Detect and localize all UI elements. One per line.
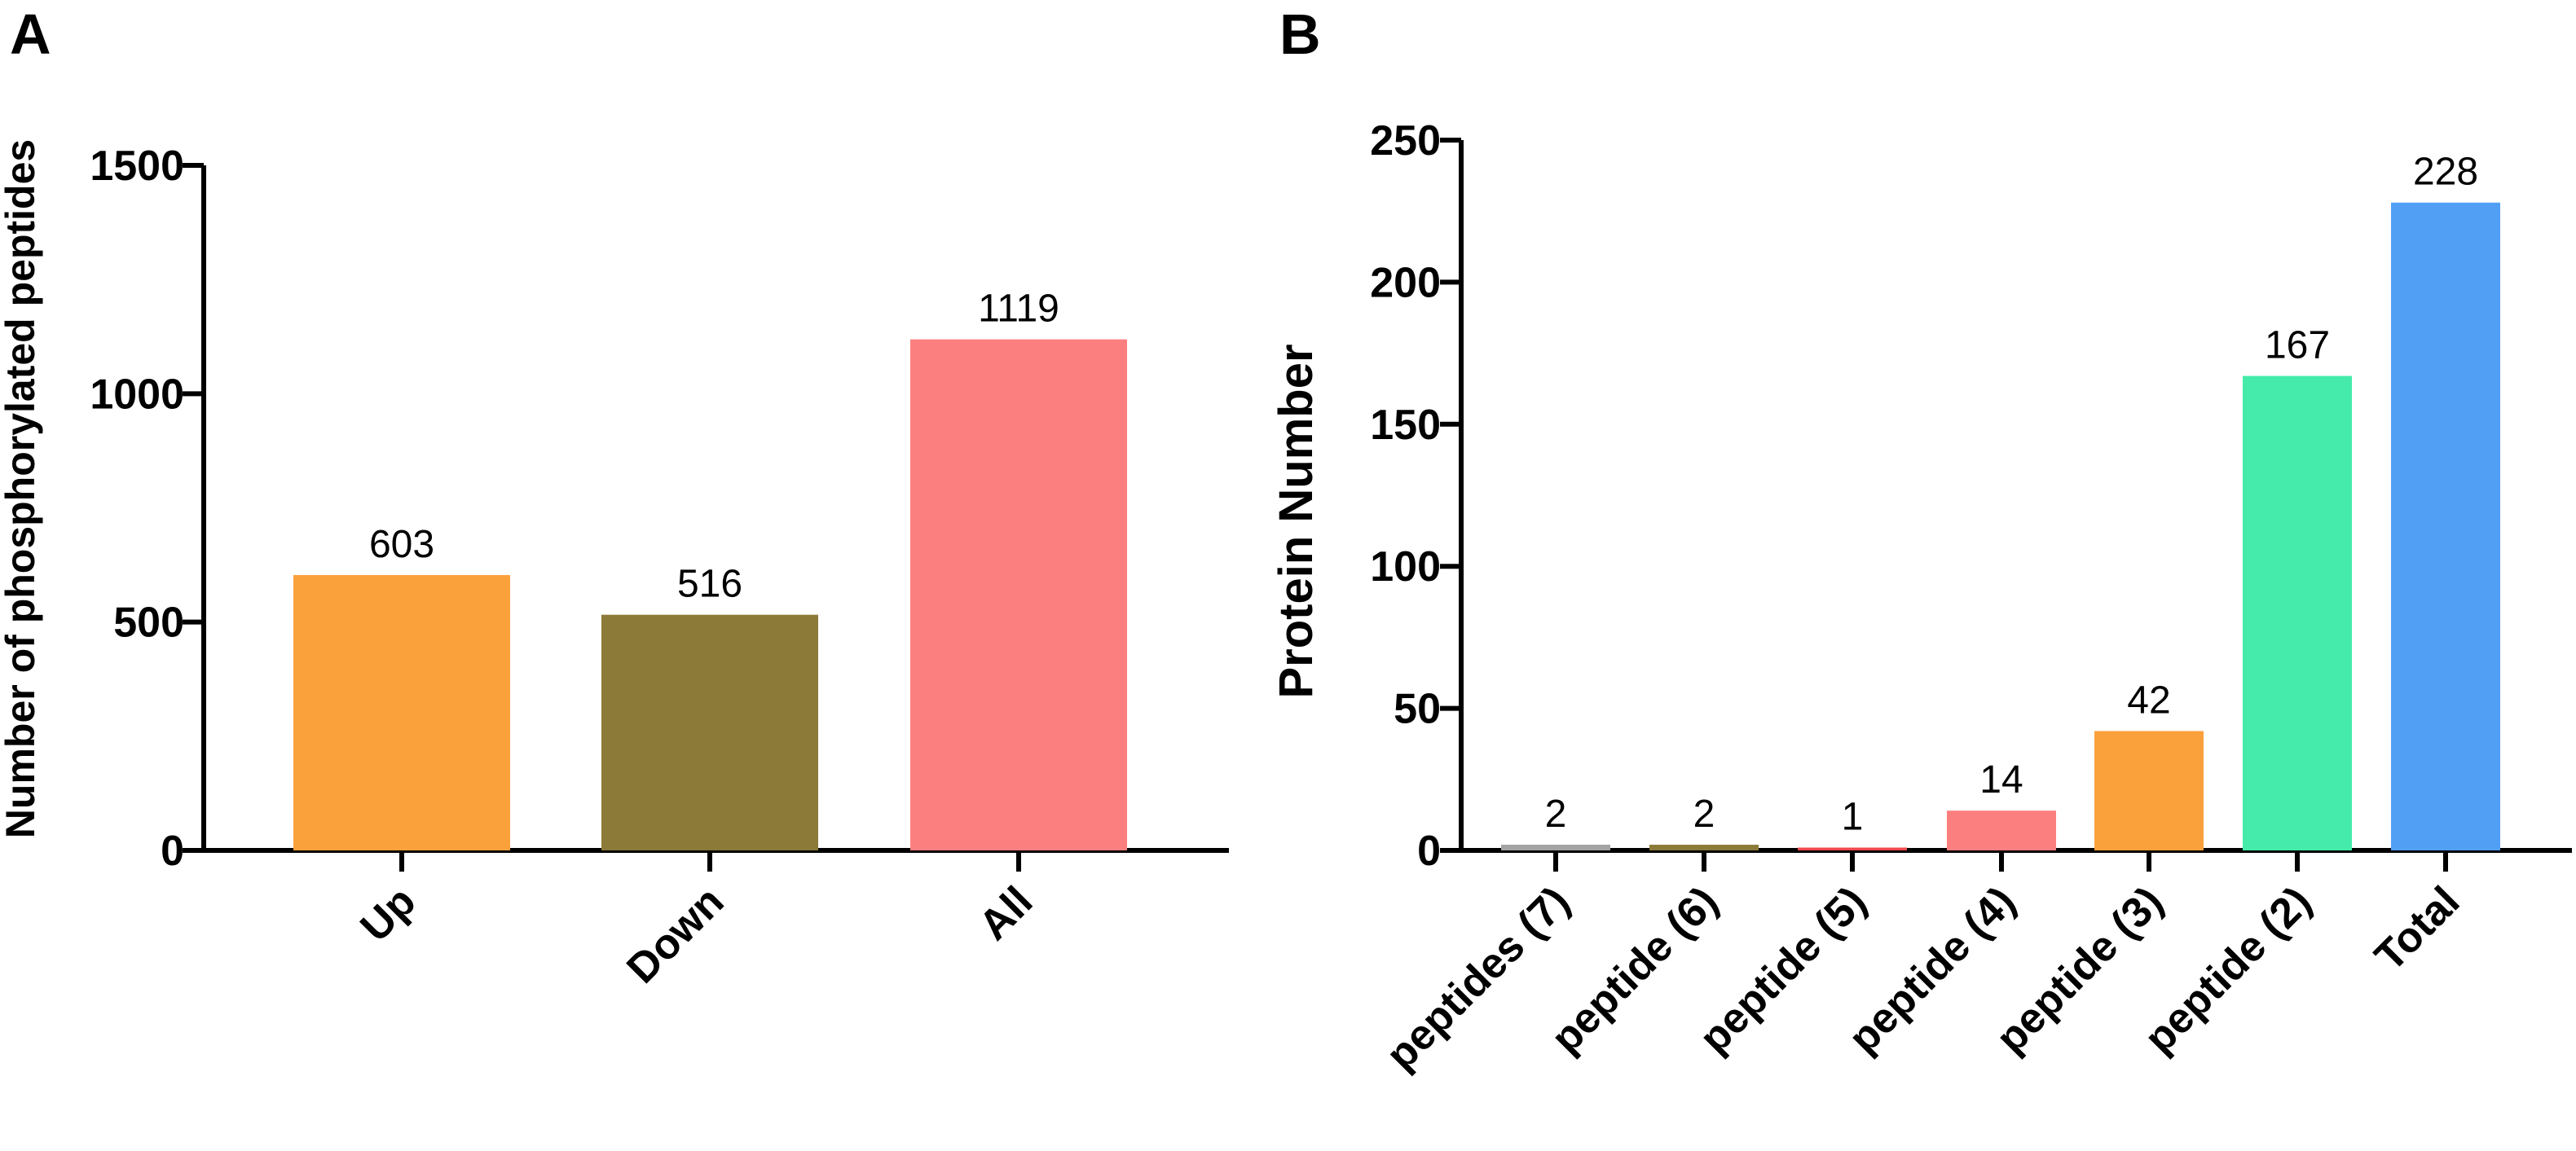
- panel-b-bar: [2094, 731, 2204, 850]
- panel-b-bar: [1649, 845, 1759, 850]
- panel-a-bar: [601, 614, 818, 850]
- panel-b-data-label: 1: [1842, 796, 1864, 839]
- panel-b-y-tick-label: 150: [1370, 402, 1441, 449]
- panel-a-data-label: 516: [677, 563, 742, 606]
- panel-b-y-axis-title: Protein Number: [1270, 344, 1323, 698]
- panel-a-y-tick-label: 1000: [90, 371, 184, 418]
- panel-a-letter: A: [10, 2, 51, 66]
- panel-b-y-tick-label: 250: [1370, 117, 1441, 165]
- panel-b-data-label: 14: [1979, 758, 2023, 802]
- panel-a-bar: [293, 574, 510, 850]
- panel-a-category-label: All: [970, 877, 1041, 949]
- panel-a-y-tick-label: 0: [161, 828, 184, 875]
- panel-b-bar: [2391, 202, 2500, 851]
- panel-b-data-label: 2: [1693, 793, 1715, 836]
- panel-b-bar: [1501, 845, 1610, 850]
- panel-b-bar: [1947, 811, 2056, 850]
- panel-b-letter: B: [1279, 2, 1321, 66]
- panel-a-y-tick-label: 500: [113, 600, 184, 647]
- panel-b-data-label: 167: [2265, 324, 2330, 367]
- panel-b-category-label: Total: [2366, 877, 2468, 980]
- panel-b-y-tick-label: 50: [1394, 686, 1441, 733]
- panel-b-bar: [2243, 376, 2352, 850]
- panel-b-data-label: 42: [2127, 679, 2170, 723]
- panel-b-data-label: 2: [1545, 793, 1567, 836]
- panel-a-y-axis-title: Number of phosphorylated peptides: [0, 139, 43, 838]
- panel-a-bar: [910, 339, 1127, 850]
- panel-a-bar-chart: A Number of phosphorylated peptides 0 500…: [0, 2, 1229, 993]
- panel-b-category-label: peptides (7): [1377, 877, 1579, 1079]
- panel-b-y-tick-label: 100: [1370, 543, 1441, 591]
- panel-b-y-tick-label: 0: [1417, 828, 1441, 875]
- panel-a-y-tick-label: 1500: [90, 143, 184, 190]
- panel-b-y-tick-label: 200: [1370, 259, 1441, 306]
- panel-a-category-label: Up: [351, 877, 425, 951]
- panel-a-data-label: 1119: [978, 288, 1059, 331]
- panel-a-category-label: Down: [618, 877, 733, 992]
- panel-a-data-label: 603: [369, 523, 434, 566]
- panel-b-data-label: 228: [2413, 151, 2478, 194]
- panel-b-bar: [1798, 847, 1907, 850]
- panel-b-bar-chart: B Protein Number 0 50 100 150 200 250 2 peptide…: [1270, 2, 2572, 1079]
